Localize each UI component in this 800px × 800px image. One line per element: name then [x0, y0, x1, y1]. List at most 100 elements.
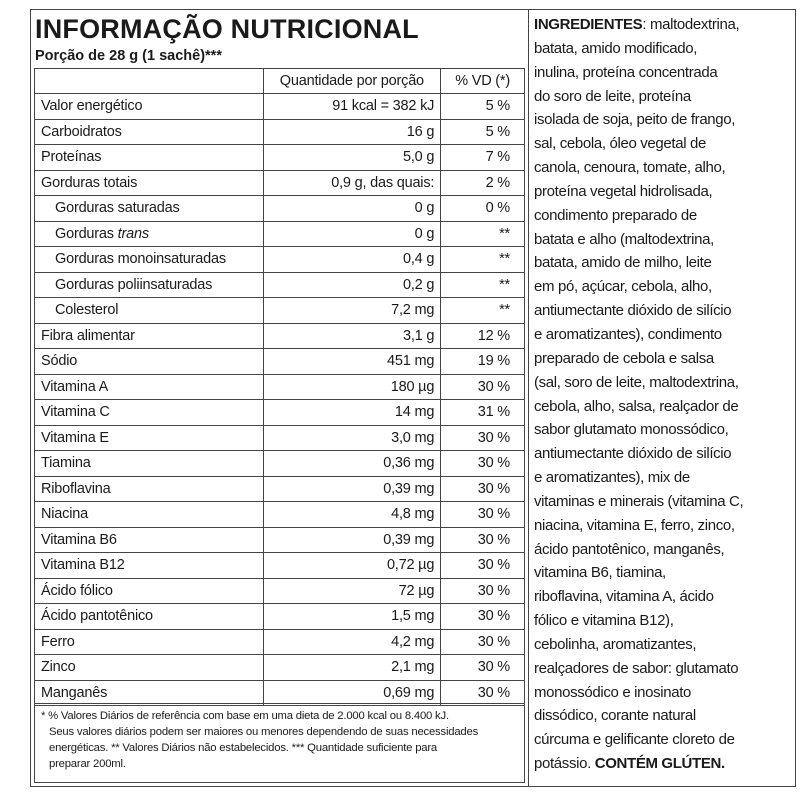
nutrient-dv: **	[440, 220, 525, 247]
nutrient-quantity: 91 kcal = 382 kJ	[262, 93, 442, 120]
nutrient-name: Tiamina	[34, 450, 264, 477]
nutrient-name: Riboflavina	[34, 475, 264, 502]
table-row: Valor energético 91 kcal = 382 kJ 5 %	[34, 93, 525, 120]
nutrient-quantity: 1,5 mg	[262, 603, 442, 630]
nutrient-name: Carboidratos	[34, 118, 264, 145]
table-row: Ácido fólico 72 µg 30 %	[34, 577, 525, 604]
nutrient-quantity: 3,0 mg	[262, 424, 442, 451]
nutrition-label: INFORMAÇÃO NUTRICIONAL Porção de 28 g (1…	[30, 9, 796, 787]
nutrient-dv: 30 %	[440, 654, 525, 681]
nutrient-name-text: Vitamina A	[41, 378, 109, 395]
nutrient-name: Zinco	[34, 654, 264, 681]
nutrient-name: Vitamina A	[34, 373, 264, 400]
nutrient-name-text: Ácido pantotênico	[41, 608, 153, 625]
nutrient-dv: **	[440, 297, 525, 324]
nutrient-name: Vitamina C	[34, 399, 264, 426]
nutrient-quantity: 180 µg	[262, 373, 442, 400]
nutrient-name-text: Proteínas	[41, 149, 102, 166]
nutrient-name: Sódio	[34, 348, 264, 375]
nutrient-dv: 30 %	[440, 501, 525, 528]
nutrient-name-text: Gorduras	[55, 225, 118, 242]
label-title: INFORMAÇÃO NUTRICIONAL	[35, 14, 419, 44]
ingredients-line: batata, amido de milho, leite	[534, 254, 712, 272]
nutrient-quantity: 0,36 mg	[262, 450, 442, 477]
nutrient-name-text: Riboflavina	[41, 480, 111, 497]
nutrient-name-text: Vitamina E	[41, 429, 109, 446]
ingredients-last-line: potássio. CONTÉM GLÚTEN.	[534, 752, 794, 776]
nutrient-name-text: Zinco	[41, 659, 76, 676]
ingredients-line: sabor glutamato monossódico,	[534, 421, 729, 439]
ingredients-label: INGREDIENTES	[534, 16, 643, 33]
gluten-warning: CONTÉM GLÚTEN.	[594, 755, 725, 773]
table-header: Quantidade por porção % VD (*)	[34, 68, 525, 94]
nutrient-name: Gorduras saturadas	[34, 195, 264, 222]
ingredients-line: preparado de cebola e salsa	[534, 349, 714, 367]
ingredients-line: cúrcuma e gelificante cloreto de	[534, 731, 735, 749]
nutrient-dv: **	[440, 271, 525, 298]
footnote: * % Valores Diários de referência com ba…	[34, 703, 525, 783]
nutrient-name-text: Gorduras monoinsaturadas	[55, 251, 226, 268]
ingredients-line: batata e alho (maltodextrina,	[534, 230, 714, 248]
table-row: Vitamina E 3,0 mg 30 %	[34, 424, 525, 451]
nutrient-quantity: 0 g	[262, 195, 442, 222]
nutrient-quantity: 0,69 mg	[262, 679, 442, 706]
nutrient-dv: 30 %	[440, 424, 525, 451]
nutrient-quantity: 14 mg	[262, 399, 442, 426]
nutrient-quantity: 2,1 mg	[262, 654, 442, 681]
footnote-line: Seus valores diários podem ser maiores o…	[49, 726, 479, 738]
nutrient-name: Colesterol	[34, 297, 264, 324]
ingredients-text: : maltodextrina,	[642, 16, 740, 33]
nutrient-quantity: 0,39 mg	[262, 475, 442, 502]
table-row: Ferro 4,2 mg 30 %	[34, 628, 525, 655]
portion-size: Porção de 28 g (1 sachê)***	[35, 48, 222, 64]
ingredients-line: (sal, soro de leite, maltodextrina,	[534, 373, 739, 391]
nutrient-name: Manganês	[34, 679, 264, 706]
table-row: Manganês 0,69 mg 30 %	[34, 679, 525, 706]
nutrient-quantity: 0,9 g, das quais:	[262, 169, 442, 196]
nutrient-name: Niacina	[34, 501, 264, 528]
nutrient-dv: 30 %	[440, 526, 525, 553]
nutrient-dv: **	[440, 246, 525, 273]
nutrient-name-text: Colesterol	[55, 302, 119, 319]
nutrient-name-text: Niacina	[41, 506, 88, 523]
nutrient-name: Vitamina B12	[34, 552, 264, 579]
nutrient-name-text: Tiamina	[41, 455, 91, 472]
nutrient-quantity: 4,2 mg	[262, 628, 442, 655]
nutrient-dv: 30 %	[440, 577, 525, 604]
ingredients-line: fólico e vitamina B12),	[534, 612, 674, 630]
ingredients-line: vitamina B6, tiamina,	[534, 564, 666, 582]
nutrient-dv: 12 %	[440, 322, 525, 349]
nutrient-name-text: Ferro	[41, 633, 75, 650]
ingredients-line: do soro de leite, proteína	[534, 87, 691, 105]
nutrient-name-italic: trans	[117, 225, 149, 242]
header-nutrient	[34, 68, 264, 94]
ingredients-line: antiumectante dióxido de silício	[534, 445, 732, 463]
nutrient-dv: 7 %	[440, 144, 525, 171]
table-row: Gorduras poliinsaturadas 0,2 g **	[34, 271, 525, 298]
nutrient-name: Gorduras trans	[34, 220, 264, 247]
table-row: Vitamina C 14 mg 31 %	[34, 399, 525, 426]
nutrition-table: Quantidade por porção % VD (*) Valor ene…	[34, 68, 525, 706]
nutrient-dv: 30 %	[440, 450, 525, 477]
table-row: Vitamina A 180 µg 30 %	[34, 373, 525, 400]
header-quantity: Quantidade por porção	[262, 68, 442, 94]
ingredients-line: inulina, proteína concentrada	[534, 63, 718, 81]
table-row: Niacina 4,8 mg 30 %	[34, 501, 525, 528]
nutrient-quantity: 0,39 mg	[262, 526, 442, 553]
table-row: Riboflavina 0,39 mg 30 %	[34, 475, 525, 502]
table-row: Colesterol 7,2 mg **	[34, 297, 525, 324]
nutrient-dv: 30 %	[440, 628, 525, 655]
ingredients-line: monossódico e inosinato	[534, 683, 692, 701]
ingredients-first-line: INGREDIENTES: maltodextrina,	[534, 13, 794, 37]
nutrient-dv: 30 %	[440, 373, 525, 400]
nutrient-quantity: 0,4 g	[262, 246, 442, 273]
ingredients-line: vitaminas e minerais (vitamina C,	[534, 492, 744, 510]
table-row: Gorduras totais 0,9 g, das quais: 2 %	[34, 169, 525, 196]
nutrient-name-text: Manganês	[41, 684, 108, 701]
nutrient-quantity: 7,2 mg	[262, 297, 442, 324]
nutrient-dv: 31 %	[440, 399, 525, 426]
nutrient-quantity: 5,0 g	[262, 144, 442, 171]
nutrient-quantity: 0,2 g	[262, 271, 442, 298]
